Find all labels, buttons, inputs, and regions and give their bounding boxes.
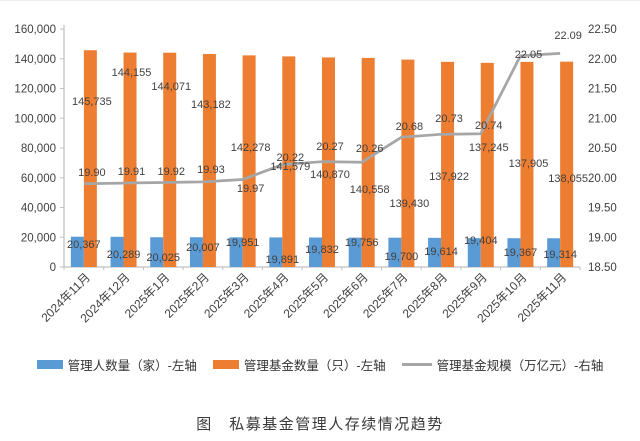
svg-text:144,155: 144,155 (112, 67, 152, 79)
svg-text:19,404: 19,404 (464, 235, 498, 247)
svg-text:144,071: 144,071 (151, 81, 191, 93)
x-axis-labels: 2024年11月2024年12月2025年1月2025年2月2025年3月202… (38, 267, 581, 325)
svg-text:19.00: 19.00 (588, 232, 617, 244)
svg-text:137,922: 137,922 (429, 171, 469, 183)
svg-text:20.22: 20.22 (277, 152, 305, 164)
legend-item-scale: 管理基金规模（万亿元）-右轴 (401, 355, 604, 374)
svg-text:20.26: 20.26 (356, 143, 384, 155)
svg-text:19,614: 19,614 (424, 246, 458, 258)
svg-text:19.90: 19.90 (78, 167, 106, 179)
svg-text:138,055: 138,055 (548, 173, 588, 185)
svg-text:22.05: 22.05 (515, 49, 543, 61)
svg-text:145,735: 145,735 (72, 96, 112, 108)
svg-text:120,000: 120,000 (14, 84, 56, 96)
svg-text:20.27: 20.27 (316, 141, 344, 153)
chart-area: 0 20,000 40,000 60,000 80,000 100,000 120,000 1… (0, 1, 640, 346)
svg-text:140,870: 140,870 (310, 169, 350, 181)
svg-text:137,905: 137,905 (509, 158, 549, 170)
svg-text:20,367: 20,367 (67, 239, 101, 251)
svg-text:21.50: 21.50 (588, 84, 617, 96)
svg-text:22.50: 22.50 (588, 24, 617, 36)
svg-text:20.50: 20.50 (588, 143, 617, 155)
svg-text:20,025: 20,025 (146, 252, 180, 264)
svg-text:140,000: 140,000 (14, 54, 56, 66)
svg-text:20.68: 20.68 (396, 121, 424, 133)
legend-swatch-funds-icon (212, 359, 239, 369)
svg-text:20.73: 20.73 (435, 113, 463, 125)
svg-text:19.92: 19.92 (157, 166, 185, 178)
legend-label-managers: 管理人数量（家）-左轴 (67, 357, 197, 373)
bar-series-managers (70, 236, 561, 267)
data-labels: 20,367 20,289 20,025 20,007 19,951 19,891 19,8… (67, 30, 588, 266)
svg-text:142,278: 142,278 (231, 142, 271, 154)
svg-text:141,579: 141,579 (270, 161, 310, 173)
svg-text:19.93: 19.93 (197, 164, 225, 176)
svg-text:19,367: 19,367 (504, 247, 538, 259)
svg-text:19.97: 19.97 (237, 183, 265, 195)
svg-text:100,000: 100,000 (14, 113, 56, 125)
svg-text:22.00: 22.00 (588, 54, 617, 66)
svg-text:20.00: 20.00 (588, 173, 617, 185)
svg-text:80,000: 80,000 (21, 143, 56, 155)
svg-text:20,000: 20,000 (21, 232, 56, 244)
svg-text:140,558: 140,558 (350, 184, 390, 196)
svg-text:19,951: 19,951 (226, 237, 260, 249)
svg-text:19,700: 19,700 (385, 251, 419, 263)
chart-legend: 管理人数量（家）-左轴 管理基金数量（只）-左轴 管理基金规模（万亿元）-右轴 (0, 351, 640, 377)
svg-text:20.74: 20.74 (475, 120, 503, 132)
legend-label-scale: 管理基金规模（万亿元）-右轴 (436, 357, 604, 373)
svg-text:19,891: 19,891 (265, 254, 299, 266)
svg-text:19,756: 19,756 (345, 237, 379, 249)
svg-text:18.50: 18.50 (588, 262, 617, 274)
svg-text:20,289: 20,289 (107, 249, 141, 261)
combo-chart: 0 20,000 40,000 60,000 80,000 100,000 120,000 1… (14, 24, 617, 325)
svg-text:160,000: 160,000 (14, 24, 56, 36)
svg-text:40,000: 40,000 (21, 203, 56, 215)
svg-text:143,182: 143,182 (191, 99, 231, 111)
svg-text:20,007: 20,007 (186, 242, 220, 254)
svg-text:19,314: 19,314 (543, 249, 577, 261)
svg-text:19.50: 19.50 (588, 203, 617, 215)
svg-text:22.09: 22.09 (554, 30, 582, 42)
svg-text:19.91: 19.91 (118, 166, 146, 178)
legend-swatch-managers-icon (36, 359, 63, 369)
svg-text:139,430: 139,430 (390, 198, 430, 210)
legend-swatch-scale-icon (401, 362, 432, 366)
svg-text:21.00: 21.00 (588, 113, 617, 125)
legend-item-managers: 管理人数量（家）-左轴 (36, 355, 197, 374)
figure-caption: 图 私募基金管理人存续情况趋势 (196, 415, 444, 433)
left-axis-ticks: 0 20,000 40,000 60,000 80,000 100,000 120,000 1… (14, 24, 64, 274)
svg-text:60,000: 60,000 (21, 173, 56, 185)
svg-text:0: 0 (50, 262, 56, 274)
svg-text:19,832: 19,832 (305, 244, 339, 256)
line-series-scale (83, 52, 561, 186)
legend-label-funds: 管理基金数量（只）-左轴 (243, 357, 386, 373)
legend-item-funds: 管理基金数量（只）-左轴 (212, 355, 386, 374)
right-axis-ticks: 18.50 19.00 19.50 20.00 20.50 21.00 21.50 22.00… (588, 24, 617, 274)
svg-text:137,245: 137,245 (469, 142, 509, 154)
